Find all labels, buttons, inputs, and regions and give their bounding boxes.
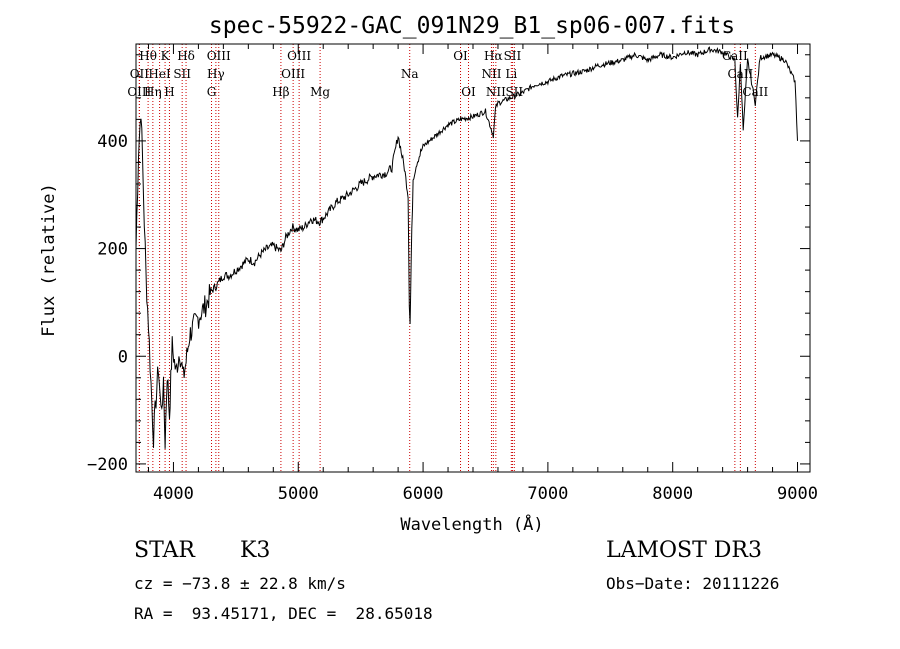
x-tick-label: 4000	[153, 484, 194, 504]
object-class: STAR	[134, 538, 195, 563]
line-marker-label: Hα	[484, 49, 503, 63]
line-marker-label: Hθ	[139, 49, 157, 63]
redshift-cz: cz = −73.8 ± 22.8 km/s	[134, 574, 346, 593]
line-marker-label: SII	[173, 67, 191, 81]
y-tick-label: 200	[97, 240, 128, 260]
line-marker-label: SII	[504, 49, 522, 63]
line-marker-label: OII	[130, 67, 150, 81]
x-tick-label: 7000	[527, 484, 568, 504]
line-marker-label: OIII	[127, 85, 151, 99]
line-marker-label: Li	[505, 67, 517, 81]
y-axis-label: Flux (relative)	[39, 183, 59, 337]
x-axis-ticks: 4000 5000 6000 7000 8000 9000	[147, 44, 818, 504]
coordinates: RA = 93.45171, DEC = 28.65018	[134, 604, 433, 623]
y-tick-label: 0	[118, 347, 128, 367]
line-marker-label: NII	[486, 85, 506, 99]
plot-frame	[135, 43, 811, 473]
x-tick-label: 8000	[652, 484, 693, 504]
line-marker-label: OI	[461, 85, 476, 99]
x-axis-label: Wavelength (Å)	[400, 513, 543, 535]
line-marker-label: OIII	[281, 67, 305, 81]
line-marker-label: Hβ	[272, 85, 289, 99]
line-marker-label: Hη	[144, 85, 162, 99]
line-marker-label: OI	[453, 49, 468, 63]
line-marker-label: CaII	[722, 49, 748, 63]
x-tick-label: 9000	[777, 484, 818, 504]
line-marker-label: Hδ	[177, 49, 195, 63]
line-marker-label: Mg	[310, 85, 330, 99]
survey-name: LAMOST DR3	[606, 538, 762, 563]
flux-series-line	[135, 46, 798, 449]
x-tick-label: 6000	[403, 484, 444, 504]
line-marker-label: Na	[401, 67, 419, 81]
x-tick-label: 5000	[278, 484, 319, 504]
y-axis-ticks: −200 0 200 400	[87, 54, 810, 475]
line-marker-label: NII	[481, 67, 501, 81]
line-marker-label: HeI	[148, 67, 171, 81]
y-tick-label: −200	[87, 455, 128, 475]
obs-date: Obs−Date: 20111226	[606, 574, 780, 593]
line-markers	[138, 44, 756, 472]
chart-title: spec-55922-GAC_091N29_B1_sp06-007.fits	[209, 13, 735, 39]
line-marker-label: H	[164, 85, 174, 99]
line-marker-label: OIII	[287, 49, 311, 63]
line-marker-label: CaII	[742, 85, 768, 99]
y-tick-label: 400	[97, 132, 128, 152]
line-marker-label: OIII	[207, 49, 231, 63]
line-marker-label: Hγ	[207, 67, 225, 81]
line-marker-label: G	[207, 85, 217, 99]
line-marker-label: K	[161, 49, 171, 63]
object-subclass: K3	[240, 538, 271, 563]
